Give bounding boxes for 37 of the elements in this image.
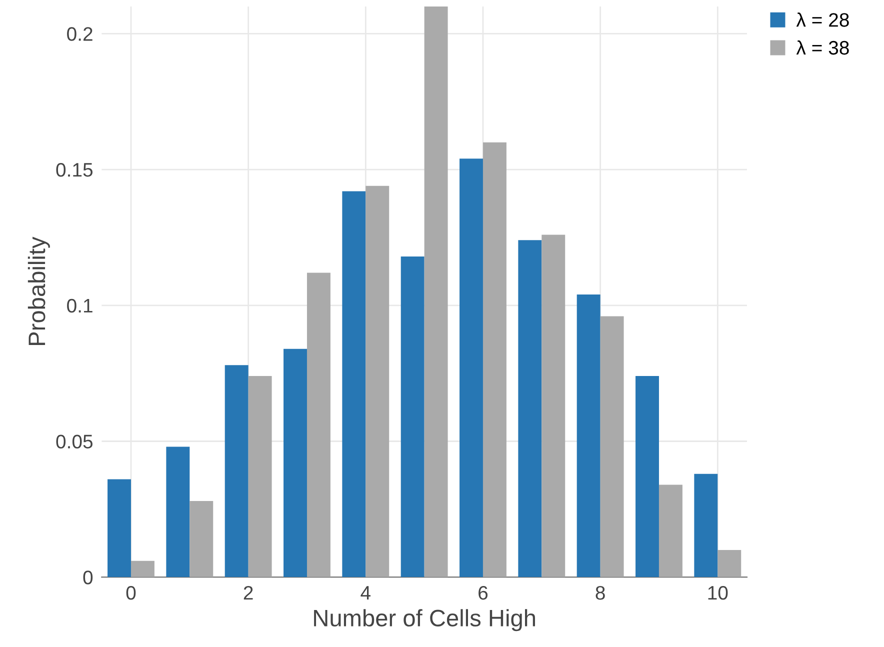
bar (460, 158, 483, 578)
bar (542, 234, 566, 578)
y-axis-title: Probability (28, 236, 50, 345)
bar (224, 365, 248, 578)
x-tick-label: 2 (244, 586, 253, 600)
x-tick-label: 8 (596, 586, 605, 600)
bar (190, 501, 214, 578)
bar (576, 294, 600, 578)
x-axis-title: Number of Cells High (314, 609, 535, 632)
bar (130, 560, 154, 578)
bar (342, 191, 366, 578)
x-tick-label: 6 (478, 586, 488, 600)
bar (306, 272, 330, 578)
bar (400, 256, 424, 578)
y-tick-label: 0.2 (67, 27, 92, 41)
x-tick-label: 10 (708, 586, 728, 600)
bar (718, 550, 742, 578)
legend-label: λ = 28 (796, 12, 849, 27)
bar (482, 142, 506, 578)
bar (284, 348, 307, 578)
bar (694, 474, 718, 578)
bar (636, 376, 659, 578)
bar (366, 186, 390, 578)
bar (166, 446, 190, 578)
bar (518, 240, 542, 578)
bar (424, 6, 448, 578)
bar (658, 484, 682, 578)
y-tick-label: 0 (83, 570, 93, 584)
bar (108, 479, 131, 578)
x-tick-label: 4 (360, 586, 370, 600)
x-tick-label: 0 (126, 586, 136, 600)
bar (248, 376, 272, 578)
bar (600, 316, 624, 578)
y-tick-label: 0.15 (56, 162, 93, 177)
legend-label: λ = 38 (796, 40, 849, 55)
y-tick-label: 0.05 (56, 434, 93, 448)
y-tick-label: 0.1 (67, 298, 92, 313)
